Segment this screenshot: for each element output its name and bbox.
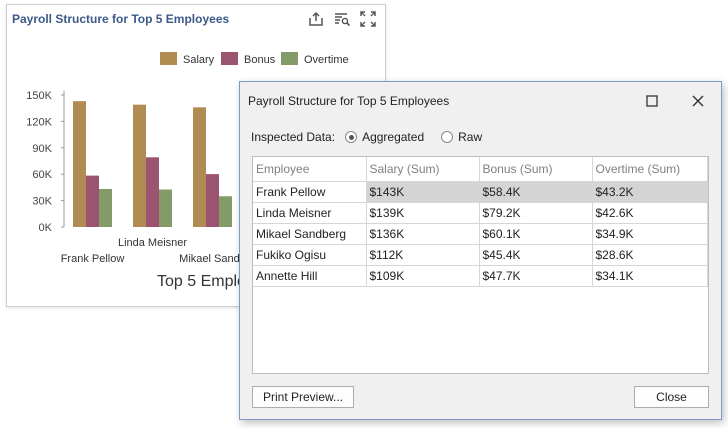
print-preview-button[interactable]: Print Preview...: [252, 386, 354, 408]
dialog-title: Payroll Structure for Top 5 Employees: [248, 94, 450, 108]
cell-bonus[interactable]: $79.2K: [479, 202, 593, 224]
table-row[interactable]: Fukiko Ogisu $112K $45.4K $28.6K: [253, 244, 708, 266]
legend-label: Overtime: [304, 54, 349, 66]
cell-bonus[interactable]: $47.7K: [479, 265, 593, 287]
maximize-icon[interactable]: [359, 10, 377, 28]
legend-swatch: [221, 52, 238, 65]
bar-salary: [193, 107, 206, 227]
close-button[interactable]: Close: [634, 386, 709, 408]
maximize-button[interactable]: [639, 89, 665, 113]
bar-overtime: [159, 189, 172, 227]
header-row: Employee Salary (Sum) Bonus (Sum) Overti…: [253, 157, 708, 182]
cell-employee[interactable]: Mikael Sandberg: [253, 223, 367, 245]
bar-salary: [73, 101, 86, 227]
cell-salary[interactable]: $143K: [366, 181, 480, 203]
x-category-label: Frank Pellow: [61, 253, 125, 265]
column-header-bonus[interactable]: Bonus (Sum): [479, 157, 593, 182]
bar-bonus: [86, 175, 99, 227]
table-row[interactable]: Frank Pellow $143K $58.4K $43.2K: [253, 181, 708, 203]
panel-title: Payroll Structure for Top 5 Employees: [12, 12, 230, 26]
inspected-data-options: Inspected Data: Aggregated Raw: [251, 130, 482, 144]
legend-swatch: [281, 52, 298, 65]
close-window-button[interactable]: [685, 89, 711, 113]
cell-overtime[interactable]: $28.6K: [592, 244, 708, 266]
radio-aggregated[interactable]: Aggregated: [345, 130, 424, 144]
cell-bonus[interactable]: $45.4K: [479, 244, 593, 266]
legend-label: Bonus: [244, 54, 276, 66]
cell-employee[interactable]: Annette Hill: [253, 265, 367, 287]
column-header-employee[interactable]: Employee: [253, 157, 367, 182]
table-row[interactable]: Mikael Sandberg $136K $60.1K $34.9K: [253, 223, 708, 245]
column-header-salary[interactable]: Salary (Sum): [366, 157, 480, 182]
radio-circle-checked: [345, 131, 358, 143]
bar-bonus: [146, 157, 159, 227]
export-icon[interactable]: [307, 10, 325, 28]
inspect-data-dialog: Payroll Structure for Top 5 Employees In…: [239, 81, 722, 420]
y-tick-label: 150K: [26, 90, 52, 102]
inspect-data-icon[interactable]: [333, 10, 351, 28]
table-row[interactable]: Annette Hill $109K $47.7K $34.1K: [253, 265, 708, 287]
cell-employee[interactable]: Fukiko Ogisu: [253, 244, 367, 266]
x-axis-title: Top 5 Emplo: [157, 273, 246, 290]
close-icon: [692, 95, 704, 107]
x-category-label: Mikael Sandb: [179, 253, 246, 265]
panel-toolbar: [307, 10, 377, 28]
y-tick-label: 120K: [26, 116, 52, 128]
cell-bonus[interactable]: $58.4K: [479, 181, 593, 203]
cell-salary[interactable]: $112K: [366, 244, 480, 266]
legend-swatch: [160, 52, 177, 65]
radio-raw[interactable]: Raw: [441, 130, 482, 144]
radio-aggregated-label: Aggregated: [362, 130, 425, 144]
inspected-data-label: Inspected Data:: [251, 130, 336, 144]
data-grid[interactable]: Employee Salary (Sum) Bonus (Sum) Overti…: [252, 156, 709, 374]
legend-label: Salary: [183, 54, 215, 66]
y-tick-label: 60K: [32, 169, 52, 181]
bar-overtime: [219, 196, 232, 227]
y-tick-label: 90K: [32, 143, 52, 155]
maximize-window-icon: [646, 95, 658, 107]
y-tick-label: 30K: [32, 196, 52, 208]
cell-employee[interactable]: Frank Pellow: [253, 181, 367, 203]
radio-circle-unchecked: [441, 131, 454, 143]
column-header-overtime[interactable]: Overtime (Sum): [592, 157, 708, 182]
data-table: Employee Salary (Sum) Bonus (Sum) Overti…: [253, 157, 708, 287]
cell-overtime[interactable]: $42.6K: [592, 202, 708, 224]
bar-bonus: [206, 174, 219, 227]
x-category-label: Linda Meisner: [118, 237, 187, 249]
cell-overtime[interactable]: $34.1K: [592, 265, 708, 287]
cell-salary[interactable]: $109K: [366, 265, 480, 287]
cell-salary[interactable]: $139K: [366, 202, 480, 224]
bar-salary: [133, 104, 146, 227]
table-row[interactable]: Linda Meisner $139K $79.2K $42.6K: [253, 202, 708, 224]
bar-overtime: [99, 188, 112, 227]
y-tick-label: 0K: [39, 222, 53, 234]
cell-salary[interactable]: $136K: [366, 223, 480, 245]
cell-bonus[interactable]: $60.1K: [479, 223, 593, 245]
cell-overtime[interactable]: $43.2K: [592, 181, 708, 203]
cell-employee[interactable]: Linda Meisner: [253, 202, 367, 224]
cell-overtime[interactable]: $34.9K: [592, 223, 708, 245]
radio-raw-label: Raw: [458, 130, 483, 144]
